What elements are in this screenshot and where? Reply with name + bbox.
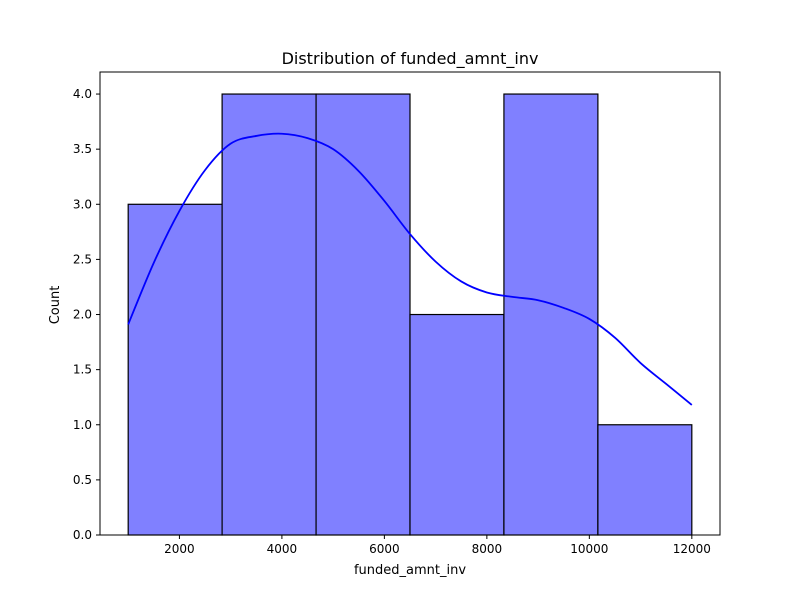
histogram-bar-2 <box>221 93 317 536</box>
x-tick-label: 2000 <box>164 542 195 556</box>
y-tick-label: 3.5 <box>73 142 92 156</box>
histogram-bar-3 <box>315 93 411 536</box>
y-tick-label: 0.5 <box>73 473 92 487</box>
y-tick-label: 3.0 <box>73 197 92 211</box>
x-tick-label: 4000 <box>267 542 298 556</box>
y-axis-label: Count <box>48 286 63 325</box>
y-tick-label: 1.0 <box>73 418 92 432</box>
x-axis-label: funded_amnt_inv <box>354 563 466 578</box>
x-tick-label: 6000 <box>369 542 400 556</box>
x-tick-label: 12000 <box>673 542 711 556</box>
plot-frame <box>99 71 721 536</box>
kde-curve-group <box>127 132 693 406</box>
histogram-bar-6 <box>597 424 693 536</box>
y-tick-label: 2.0 <box>73 308 92 322</box>
x-tick-label: 8000 <box>472 542 503 556</box>
y-tick-label: 4.0 <box>73 87 92 101</box>
kde-curve <box>127 132 693 406</box>
histogram-bar-1 <box>127 203 223 536</box>
y-tick-label: 0.0 <box>73 528 92 542</box>
y-axis-ticks: 0.0 0.5 1.0 1.5 2.0 2.5 3.0 3.5 4.0 <box>73 87 100 542</box>
histogram-bar-5 <box>503 93 599 536</box>
histogram-bars <box>127 93 693 536</box>
histogram-bar-4 <box>409 313 505 536</box>
x-axis-ticks: 2000 4000 6000 8000 10000 12000 <box>164 535 711 556</box>
chart-title: Distribution of funded_amnt_inv <box>282 49 539 69</box>
y-tick-label: 1.5 <box>73 363 92 377</box>
y-tick-label: 2.5 <box>73 252 92 266</box>
x-tick-label: 10000 <box>570 542 608 556</box>
